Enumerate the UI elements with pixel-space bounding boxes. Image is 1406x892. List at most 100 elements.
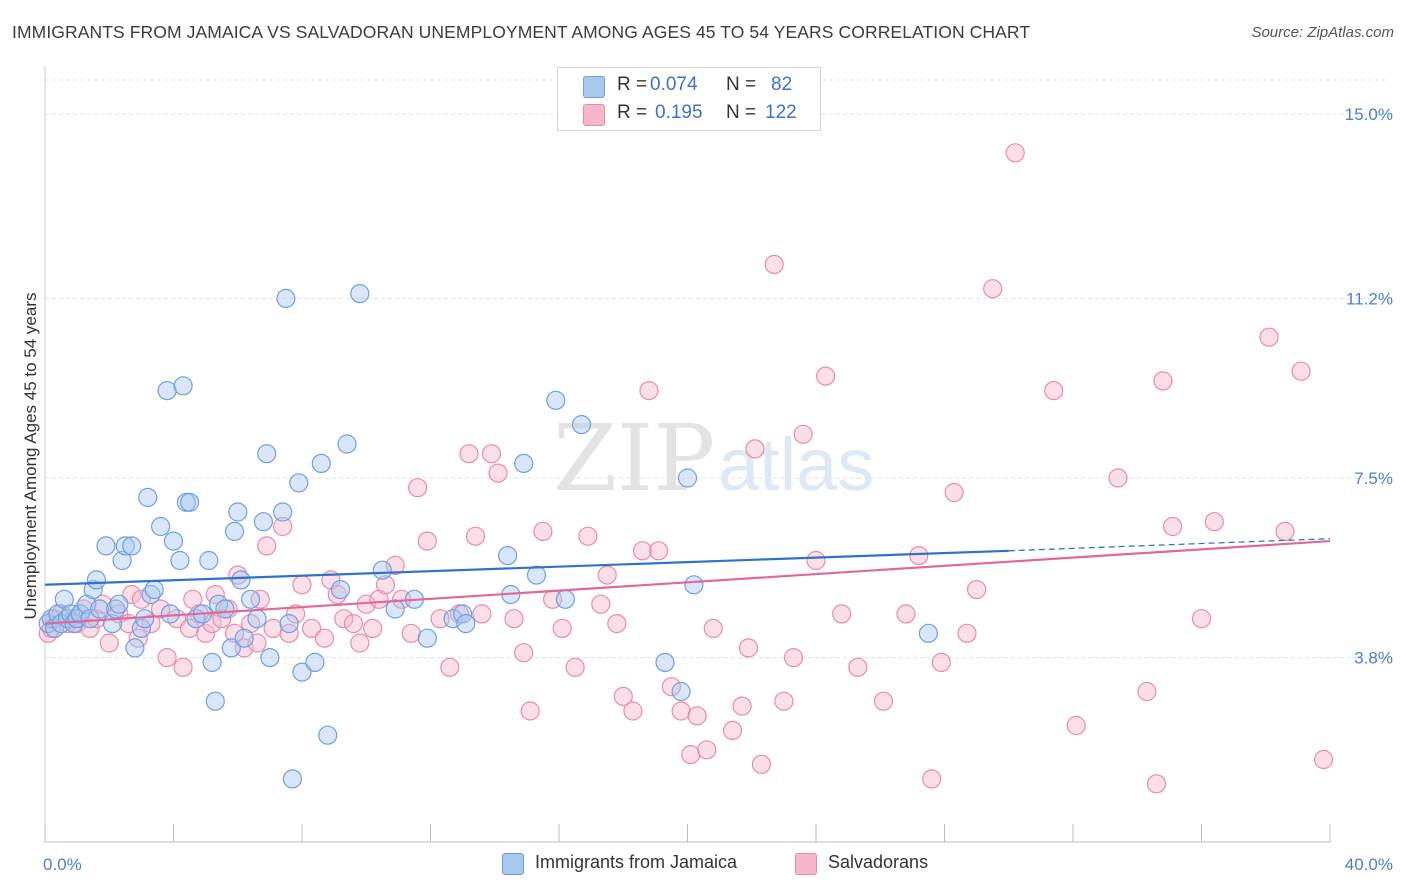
salvadorans-point-52 — [375, 575, 396, 595]
jamaica-point-20 — [112, 550, 132, 571]
jamaica-point-12 — [80, 609, 100, 629]
jamaica-point-34 — [173, 376, 193, 396]
salvadorans-point-97 — [806, 550, 826, 571]
salvadorans-swatch — [583, 104, 605, 126]
jamaica-point-29 — [151, 516, 171, 537]
salvadorans-point-74 — [591, 594, 611, 614]
legend-r-label-1: R = — [617, 74, 648, 95]
jamaica-point-28 — [144, 579, 164, 600]
jamaica-point-44 — [221, 638, 241, 658]
jamaica-point-58 — [289, 473, 309, 493]
jamaica-point-82 — [677, 468, 698, 488]
salvadorans-point-92 — [751, 754, 772, 774]
salvadorans-point-47 — [343, 613, 363, 634]
jamaica-point-23 — [125, 638, 145, 658]
salvadorans-point-96 — [793, 424, 813, 444]
jamaica-points — [38, 284, 939, 789]
salvadorans-point-46 — [334, 609, 354, 629]
jamaica-trend-line — [44, 549, 1009, 586]
salvadorans-point-109 — [983, 279, 1003, 299]
salvadorans-point-14 — [122, 584, 142, 605]
salvadorans-point-86 — [697, 740, 717, 760]
salvadorans-point-94 — [774, 691, 794, 711]
salvadorans-point-102 — [896, 604, 916, 624]
salvadorans-point-21 — [173, 657, 193, 677]
salvadorans-point-61 — [459, 444, 479, 464]
salvadorans-point-93 — [764, 254, 784, 274]
trend-lines — [44, 538, 1331, 625]
salvadorans-point-85 — [687, 706, 707, 726]
salvadorans-point-30 — [224, 623, 245, 643]
salvadorans-point-117 — [1162, 516, 1183, 537]
salvadorans-point-84 — [681, 744, 701, 765]
jamaica-point-21 — [115, 536, 135, 556]
salvadorans-point-101 — [873, 691, 894, 711]
jamaica-point-67 — [385, 599, 405, 619]
legend-n-value-2: 122 — [765, 102, 797, 123]
legend-r-value-2: 0.195 — [655, 102, 703, 123]
salvadorans-point-38 — [273, 516, 293, 537]
salvadorans-point-40 — [286, 604, 306, 624]
salvadorans-point-39 — [279, 623, 299, 643]
chart-title: IMMIGRANTS FROM JAMAICA VS SALVADORAN UN… — [12, 22, 1031, 42]
jamaica-point-56 — [279, 613, 299, 634]
jamaica-point-62 — [318, 725, 338, 745]
watermark-zip: ZIP — [553, 405, 715, 512]
jamaica-point-30 — [157, 381, 177, 401]
jamaica-point-32 — [163, 531, 184, 551]
jamaica-point-10 — [70, 604, 90, 624]
salvadorans-point-48 — [350, 633, 370, 653]
jamaica-point-83 — [684, 575, 704, 595]
salvadorans-point-34 — [247, 633, 267, 653]
salvadorans-point-50 — [363, 618, 383, 639]
jamaica-trend-extension — [1008, 538, 1331, 552]
jamaica-point-69 — [417, 628, 437, 648]
salvadorans-point-105 — [931, 652, 951, 673]
salvadorans-point-115 — [1146, 774, 1167, 794]
salvadorans-point-119 — [1204, 512, 1224, 532]
salvadorans-point-113 — [1108, 468, 1128, 488]
salvadorans-point-118 — [1191, 609, 1212, 629]
salvadorans-point-112 — [1066, 715, 1086, 736]
jamaica-point-40 — [202, 652, 222, 673]
y-tick-label-1: 11.2% — [1346, 289, 1393, 308]
salvadorans-point-99 — [832, 604, 852, 624]
salvadorans-point-88 — [722, 720, 743, 741]
salvadorans-point-55 — [401, 623, 421, 643]
salvadorans-point-66 — [504, 609, 524, 629]
jamaica-point-72 — [456, 613, 476, 634]
legend-n-label-2: N = — [726, 102, 757, 123]
salvadorans-point-56 — [408, 478, 428, 498]
salvadorans-point-116 — [1153, 371, 1173, 391]
salvadorans-point-95 — [783, 647, 804, 668]
salvadorans-point-65 — [488, 463, 508, 483]
axis-labels: 15.0% 11.2% 7.5% 3.8% 0.0% 40.0% Unemployment … — [21, 105, 1393, 874]
salvadorans-point-100 — [848, 657, 868, 677]
jamaica-point-55 — [276, 288, 296, 308]
salvadorans-point-77 — [613, 686, 633, 707]
salvadorans-point-123 — [1313, 749, 1334, 770]
jamaica-point-75 — [514, 453, 534, 473]
salvadorans-point-19 — [157, 647, 177, 668]
salvadorans-point-98 — [815, 366, 836, 386]
salvadorans-point-57 — [417, 531, 437, 551]
jamaica-point-19 — [109, 594, 129, 614]
legend-r-label-2: R = — [617, 102, 648, 123]
jamaica-point-52 — [257, 444, 277, 464]
jamaica-point-53 — [260, 647, 280, 668]
salvadorans-trend-line — [44, 539, 1331, 625]
gridlines — [45, 79, 1390, 659]
jamaica-point-63 — [330, 579, 351, 600]
jamaica-point-47 — [231, 570, 251, 590]
jamaica-point-15 — [89, 599, 110, 619]
salvadorans-points — [38, 143, 1334, 794]
watermark-atlas: atlas — [718, 423, 874, 506]
jamaica-point-57 — [282, 769, 302, 789]
y-tick-label-0: 15.0% — [1345, 105, 1393, 124]
salvadorans-point-111 — [1044, 381, 1064, 401]
salvadorans-point-71 — [552, 618, 572, 639]
salvadorans-point-63 — [472, 604, 492, 624]
jamaica-point-64 — [337, 434, 357, 454]
jamaica-point-16 — [96, 536, 116, 556]
